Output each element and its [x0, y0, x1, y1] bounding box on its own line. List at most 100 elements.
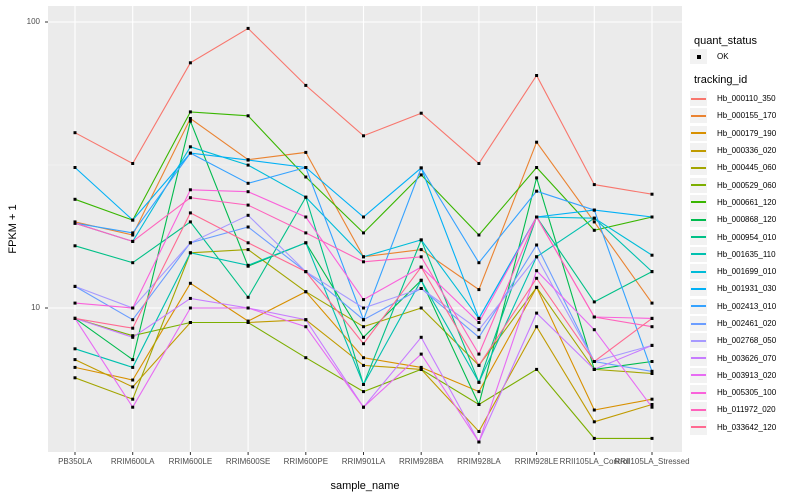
- data-point: [650, 325, 654, 329]
- x-axis-tick-labels: PB350LA RRIM600LA RRIM600LE RRIM600SE RRIM60…: [0, 457, 800, 469]
- data-point: [535, 269, 539, 273]
- data-point: [477, 316, 481, 320]
- data-point: [477, 390, 481, 394]
- data-point: [246, 213, 250, 217]
- data-point: [362, 363, 365, 367]
- data-point: [246, 163, 250, 167]
- data-point: [592, 315, 596, 319]
- data-point: [188, 251, 192, 255]
- legend-item-Hb_002768_050: Hb_002768_050: [690, 332, 776, 349]
- legend-item-Hb_002413_010: Hb_002413_010: [690, 298, 776, 315]
- data-point: [188, 296, 192, 300]
- data-point: [131, 365, 135, 369]
- data-point: [650, 316, 654, 320]
- legend-key-line: [691, 287, 706, 290]
- legend-item-label: Hb_000179_190: [717, 128, 777, 138]
- data-point: [188, 281, 192, 285]
- data-point: [131, 218, 135, 222]
- data-point: [188, 145, 192, 149]
- legend-key-swatch: [690, 333, 707, 349]
- legend-key-swatch: [690, 385, 707, 401]
- legend-item-label: Hb_002768_050: [717, 336, 777, 346]
- legend-key-swatch: [690, 264, 707, 280]
- data-point: [304, 195, 308, 199]
- data-point: [73, 131, 77, 135]
- y-tick-label-10: 10: [31, 303, 40, 312]
- data-point: [419, 352, 423, 356]
- data-point: [131, 326, 135, 330]
- x-tick-label-RRII105LA_Control: RRII105LA_Control: [559, 457, 629, 466]
- data-point: [188, 151, 192, 155]
- y-tick-label-100: 100: [26, 17, 40, 26]
- data-point: [246, 181, 250, 185]
- data-point: [592, 216, 596, 220]
- data-point: [73, 244, 77, 248]
- legend-item-label: Hb_000868_120: [717, 215, 777, 225]
- data-point: [477, 321, 481, 324]
- data-point: [650, 270, 654, 274]
- data-point: [304, 150, 308, 154]
- data-point: [419, 365, 423, 369]
- data-point: [246, 241, 250, 245]
- data-point: [188, 220, 192, 224]
- legend-key-swatch: [690, 143, 707, 159]
- data-point: [592, 183, 596, 187]
- data-point: [535, 215, 539, 219]
- legend-key-swatch: [690, 125, 707, 141]
- legend-key-swatch: [690, 316, 707, 331]
- legend-key-line: [691, 270, 706, 273]
- data-point: [419, 173, 423, 177]
- data-point: [535, 311, 539, 315]
- data-point: [362, 342, 365, 346]
- data-point: [188, 321, 192, 324]
- y-axis-tick-labels: 10 100: [0, 0, 42, 460]
- data-point: [477, 328, 481, 332]
- legend-key-swatch: [690, 108, 707, 124]
- data-point: [188, 306, 192, 310]
- legend-key-swatch: [690, 402, 707, 418]
- data-point: [419, 265, 423, 269]
- legend-key-swatch: [690, 49, 707, 64]
- y-axis-title: FPKM + 1: [7, 204, 19, 254]
- data-point: [131, 378, 135, 382]
- data-point: [535, 176, 539, 180]
- data-point: [73, 197, 77, 201]
- data-point: [188, 241, 192, 245]
- data-point: [477, 430, 481, 433]
- data-point: [304, 83, 308, 87]
- data-point: [419, 278, 423, 282]
- data-point: [650, 372, 654, 375]
- data-point: [131, 306, 135, 310]
- data-point: [592, 408, 596, 412]
- data-point: [535, 367, 539, 371]
- data-point: [362, 325, 365, 329]
- data-point: [73, 376, 77, 380]
- data-point: [304, 325, 308, 329]
- data-point: [592, 367, 596, 371]
- data-point: [592, 208, 596, 212]
- data-point: [131, 405, 135, 409]
- data-point: [477, 403, 481, 406]
- legend-key-swatch: [690, 177, 707, 193]
- data-point: [535, 285, 539, 289]
- data-point: [73, 365, 77, 369]
- x-tick-label-RRII105LA_Stressed: RRII105LA_Stressed: [614, 457, 690, 466]
- data-point: [304, 215, 308, 219]
- x-tick-label-RRIM928BA: RRIM928BA: [398, 457, 444, 466]
- data-point: [304, 270, 308, 274]
- legend-key-line: [691, 408, 706, 411]
- data-point: [131, 358, 135, 362]
- data-point: [592, 328, 596, 332]
- data-point: [362, 335, 365, 339]
- data-point: [188, 188, 192, 192]
- legend-item-Hb_033642_120: Hb_033642_120: [690, 419, 776, 436]
- data-point: [188, 196, 192, 200]
- data-point: [131, 239, 135, 243]
- data-point: [592, 420, 596, 424]
- data-point: [419, 367, 423, 371]
- legend-key-line: [691, 322, 706, 325]
- data-point: [535, 166, 539, 169]
- data-point: [650, 343, 654, 347]
